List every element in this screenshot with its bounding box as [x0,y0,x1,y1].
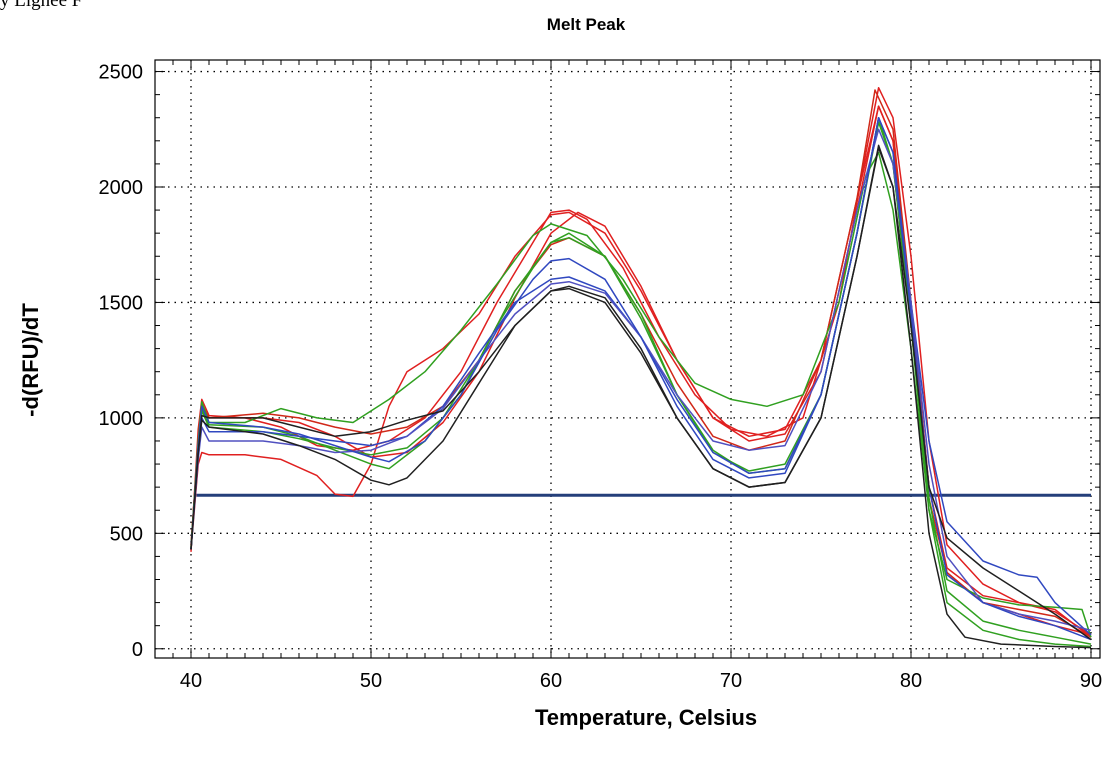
melt-curve-line [190,146,1092,641]
x-tick-label: 80 [900,670,922,692]
y-axis-title: -d(RFU)/dT [18,303,43,417]
y-tick-label: 0 [132,639,143,661]
melt-curve-line [190,121,1092,648]
axis-ticks [154,60,1100,658]
y-tick-label: 500 [110,523,143,545]
cropped-caption: y Lignée F [0,0,83,11]
series-lines [190,86,1092,649]
x-tick-label: 70 [720,670,742,692]
plot-frame [154,59,1101,659]
melt-curve-line [190,86,1092,636]
tick-labels: 40 50 60 70 80 90 0 500 1000 1500 2000 2500 [99,62,1103,692]
x-tick-label: 40 [180,670,202,692]
x-tick-label: 50 [360,670,382,692]
x-tick-label: 90 [1080,670,1102,692]
y-tick-label: 1000 [99,408,144,430]
x-axis-title: Temperature, Celsius [535,705,757,730]
grid-lines [155,60,1100,658]
y-tick-label: 2000 [99,177,144,199]
melt-curve-line [190,116,1092,641]
melt-curve-line [190,116,1092,645]
melt-curve-line [190,151,1092,638]
y-tick-label: 2500 [99,62,144,84]
melt-curve-line [190,116,1092,636]
x-tick-label: 60 [540,670,562,692]
y-tick-label: 1500 [99,292,144,314]
chart-title: Melt Peak [547,15,626,34]
melt-curve-line [190,105,1092,638]
melt-curve-line [190,144,1092,649]
